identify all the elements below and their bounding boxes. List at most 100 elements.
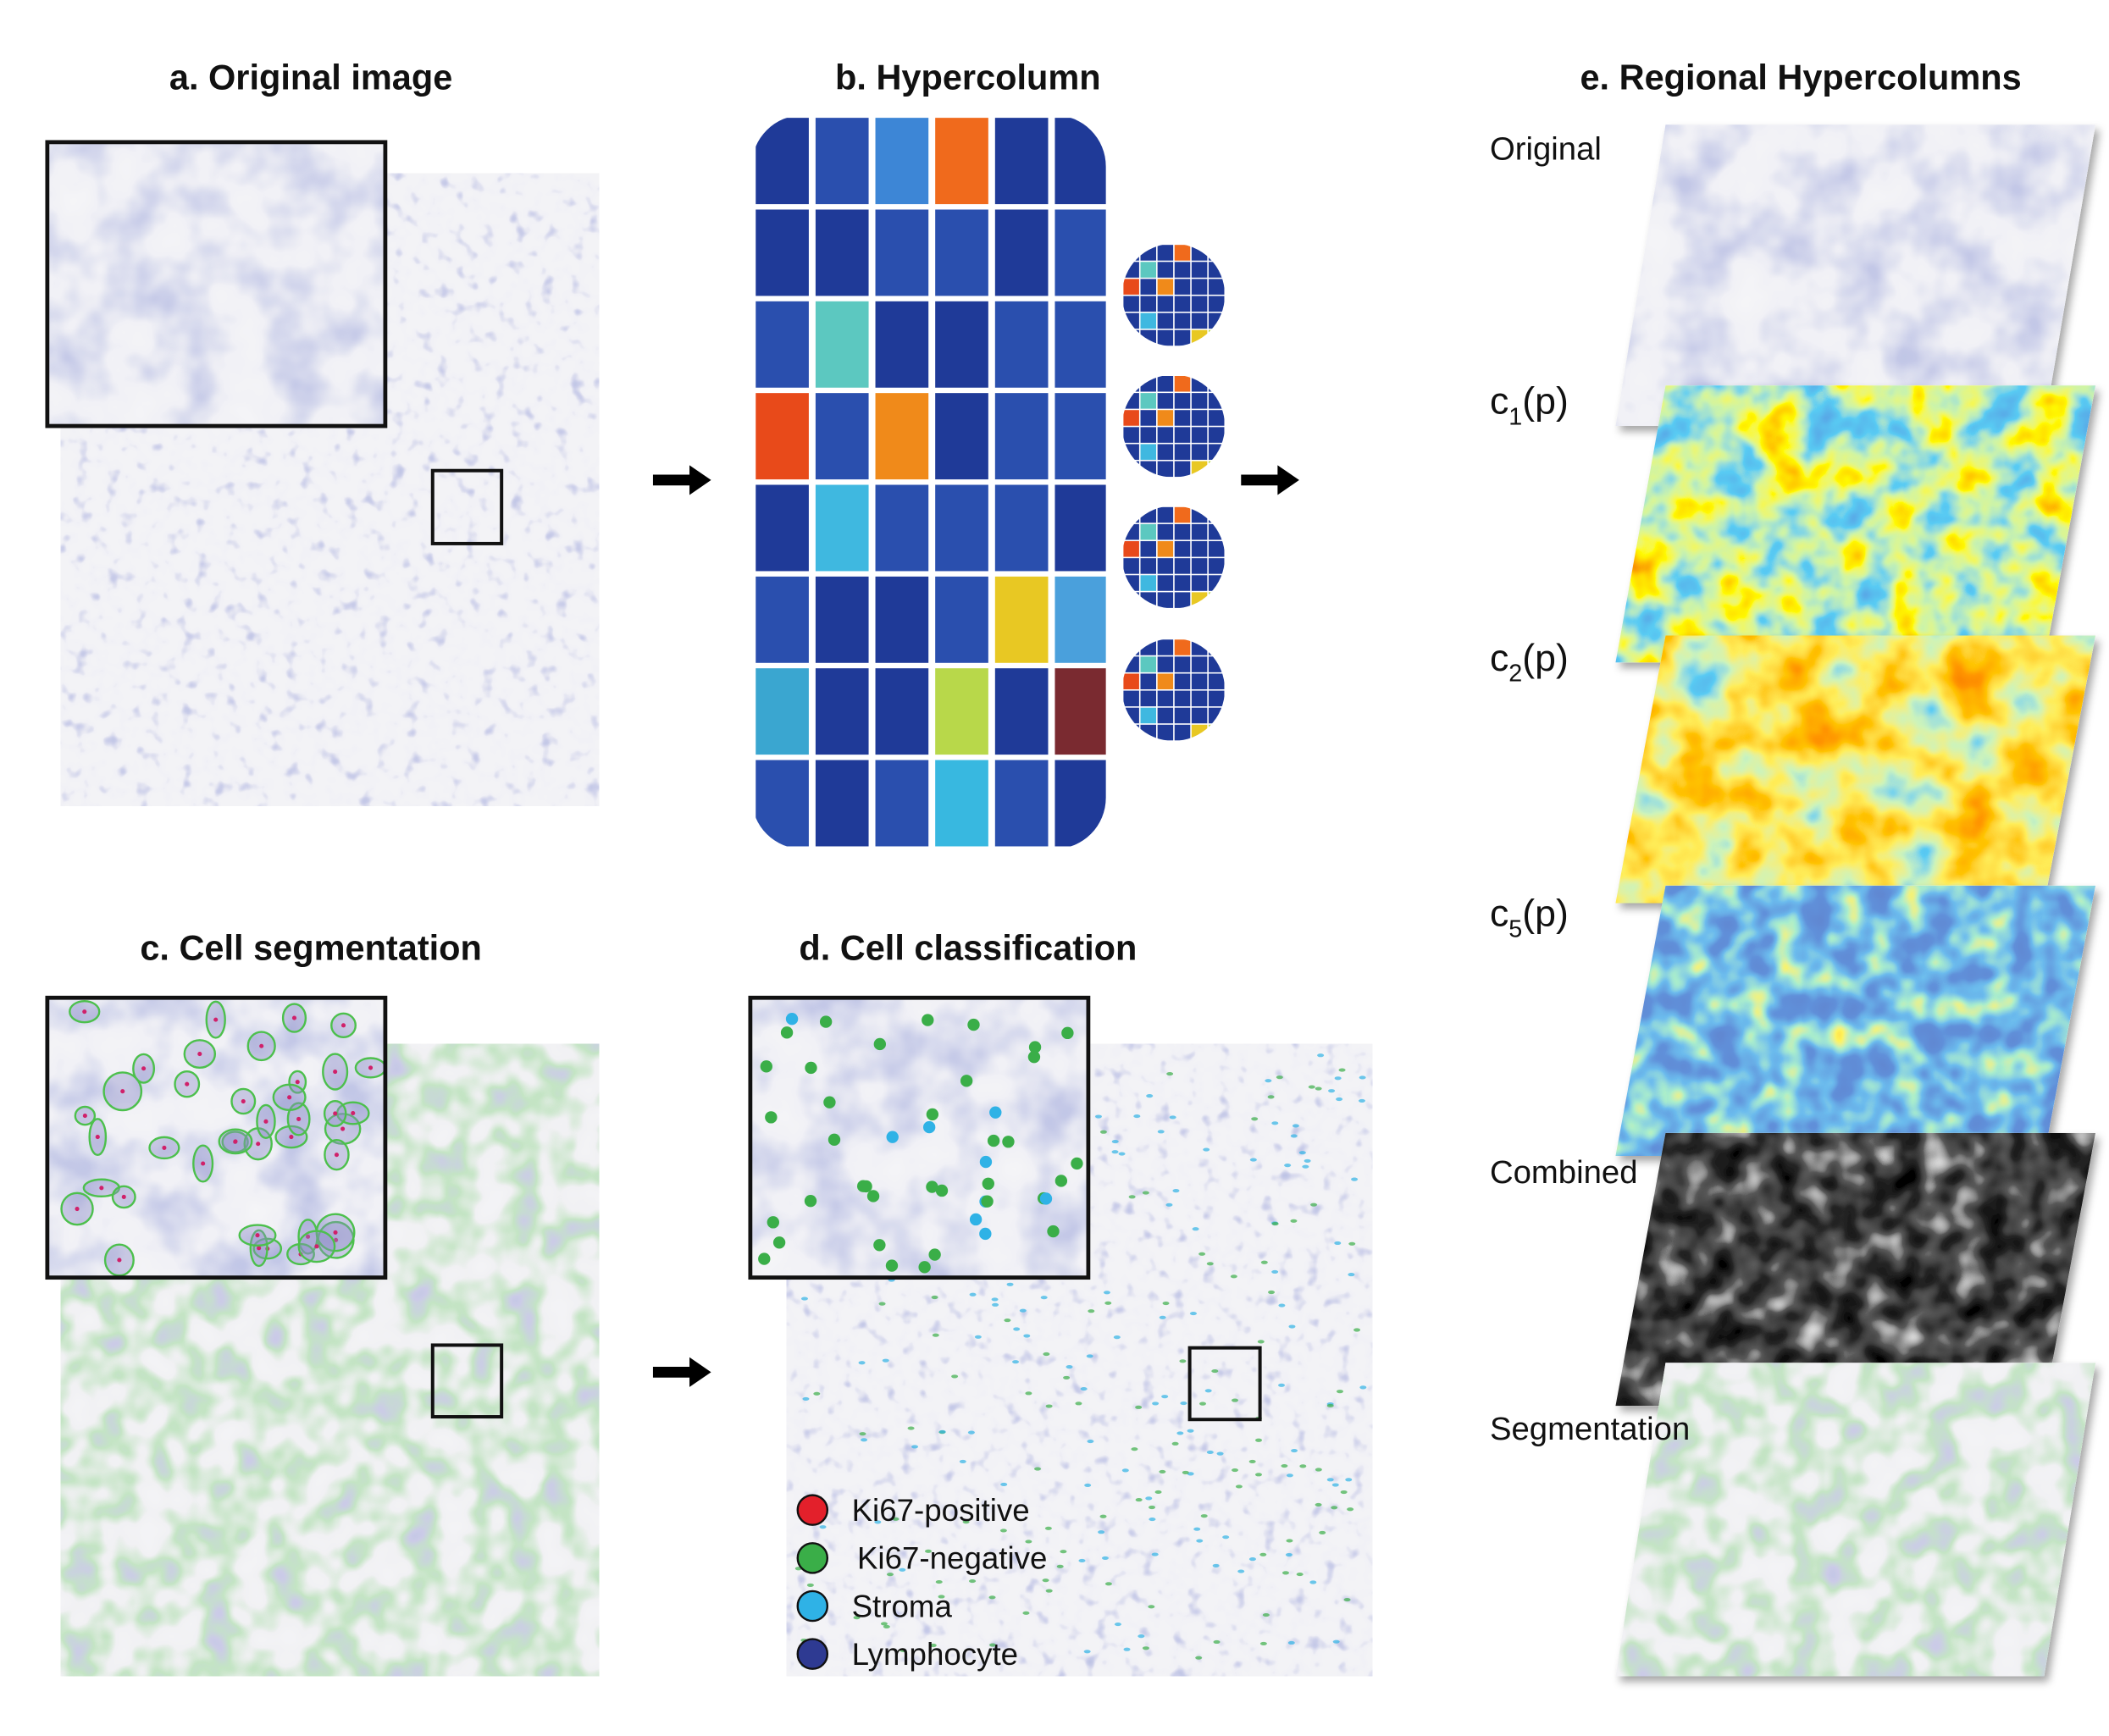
cell-mark <box>1255 1438 1263 1442</box>
cell-mark <box>1213 1639 1221 1645</box>
cell-mark <box>1080 1386 1088 1391</box>
cell-mark <box>1338 1068 1346 1072</box>
cell-mark <box>1251 1117 1259 1121</box>
cell-mark <box>1299 1464 1307 1468</box>
cell-mark <box>1257 1340 1265 1344</box>
cell-mark <box>760 1060 772 1073</box>
cell-mark <box>1317 1053 1325 1058</box>
cell-mark <box>1222 1535 1230 1540</box>
layer-label: c1(p) <box>1490 381 1569 431</box>
cell-mark <box>1195 1656 1203 1660</box>
cell-center <box>351 1110 356 1116</box>
cell-mark <box>931 1295 938 1300</box>
cell-center <box>255 1233 260 1238</box>
cell-mark <box>800 1296 808 1301</box>
cell-mark <box>1171 1441 1179 1446</box>
cell-mark <box>1042 1578 1049 1583</box>
cell-mark <box>1198 1252 1206 1256</box>
cell-mark <box>932 1333 939 1337</box>
cell-mark <box>1022 1611 1030 1615</box>
cell-mark <box>1061 1026 1074 1040</box>
cell-mark <box>1351 1177 1359 1181</box>
cell-mark <box>979 1155 993 1169</box>
cell-mark <box>1000 1482 1008 1487</box>
cell-mark <box>1211 1368 1219 1374</box>
cell-mark <box>962 1520 970 1524</box>
mini-grid <box>1121 638 1226 741</box>
cell-mark <box>1142 1646 1149 1650</box>
cell-mark <box>960 1075 973 1087</box>
cell-mark <box>804 1195 817 1208</box>
cell-mark <box>1334 1241 1342 1246</box>
cell-center <box>257 1246 262 1251</box>
cell-mark <box>1216 1451 1224 1456</box>
cell-mark <box>1044 1526 1052 1530</box>
cell-mark <box>1326 1478 1334 1482</box>
cell-mark <box>1298 1151 1306 1155</box>
cell-mark <box>1166 1071 1174 1076</box>
cell-mark <box>1284 1164 1292 1168</box>
cell-mark <box>1104 1582 1112 1586</box>
cell-mark <box>959 1459 966 1463</box>
cell-center <box>333 1111 338 1116</box>
cell-mark <box>758 1252 771 1265</box>
cell-center <box>287 1095 292 1100</box>
cell-mark <box>1104 1301 1112 1305</box>
mini-grid <box>1121 506 1226 609</box>
cell-mark <box>1336 1097 1343 1102</box>
label-subscript: 1 <box>1508 403 1522 430</box>
cell-mark <box>1340 1490 1348 1495</box>
cell-center <box>256 1142 261 1147</box>
cell-mark <box>999 1529 1007 1533</box>
cell-mark <box>1098 1530 1105 1534</box>
cell-mark <box>1304 1158 1311 1163</box>
cell-mark <box>1336 1390 1343 1394</box>
legend-label: Stroma <box>852 1589 953 1623</box>
cell-mark <box>1248 1459 1256 1464</box>
cell-mark <box>1135 1498 1143 1502</box>
label-subscript: 5 <box>1508 915 1522 943</box>
cell-mark <box>1152 1402 1160 1406</box>
cell-mark <box>873 1037 887 1051</box>
cell-mark <box>1315 1502 1322 1507</box>
cell-mark <box>813 1391 821 1396</box>
cell-center <box>334 1237 339 1242</box>
cell-mark <box>1232 1398 1239 1402</box>
cell-center <box>368 1065 374 1070</box>
cell-mark <box>988 1595 996 1600</box>
label-base: c <box>1490 381 1508 423</box>
layer-label: c5(p) <box>1490 893 1569 943</box>
cell-mark <box>878 1302 886 1306</box>
cell-mark <box>1039 1192 1053 1205</box>
cell-mark <box>1182 1470 1189 1474</box>
cell-mark <box>969 1578 977 1584</box>
cell-mark <box>1193 1527 1201 1531</box>
cell-mark <box>1268 1290 1276 1295</box>
cell-mark <box>819 1525 827 1529</box>
cell-mark <box>1027 1050 1041 1064</box>
cell-center <box>334 1153 340 1158</box>
cell-mark <box>1169 1115 1176 1120</box>
legend-label: Ki67-negative <box>857 1541 1047 1576</box>
cell-mark <box>1075 1402 1082 1406</box>
layer-label: Segmentation <box>1490 1411 1690 1447</box>
legend-label: Lymphocyte <box>852 1637 1019 1672</box>
cell-mark <box>1121 1468 1129 1473</box>
cell-mark <box>1271 1269 1279 1274</box>
cell-mark <box>969 1213 983 1226</box>
cell-mark <box>1034 1467 1042 1471</box>
cell-mark <box>900 1648 907 1653</box>
cell-mark <box>772 1236 786 1249</box>
cell-center <box>340 1023 346 1028</box>
cell-mark <box>1326 1403 1334 1408</box>
layer-label: Combined <box>1490 1154 1638 1191</box>
cell-center <box>289 1135 294 1140</box>
label-subscript: 2 <box>1508 661 1522 688</box>
layer-image <box>1615 124 2096 427</box>
cell-center <box>259 1043 264 1048</box>
cell-mark <box>926 1108 939 1121</box>
cell-mark <box>1043 1352 1050 1357</box>
cell-mark <box>907 1426 915 1430</box>
legend-swatch <box>796 1494 829 1526</box>
cell-mark <box>1315 1468 1322 1472</box>
